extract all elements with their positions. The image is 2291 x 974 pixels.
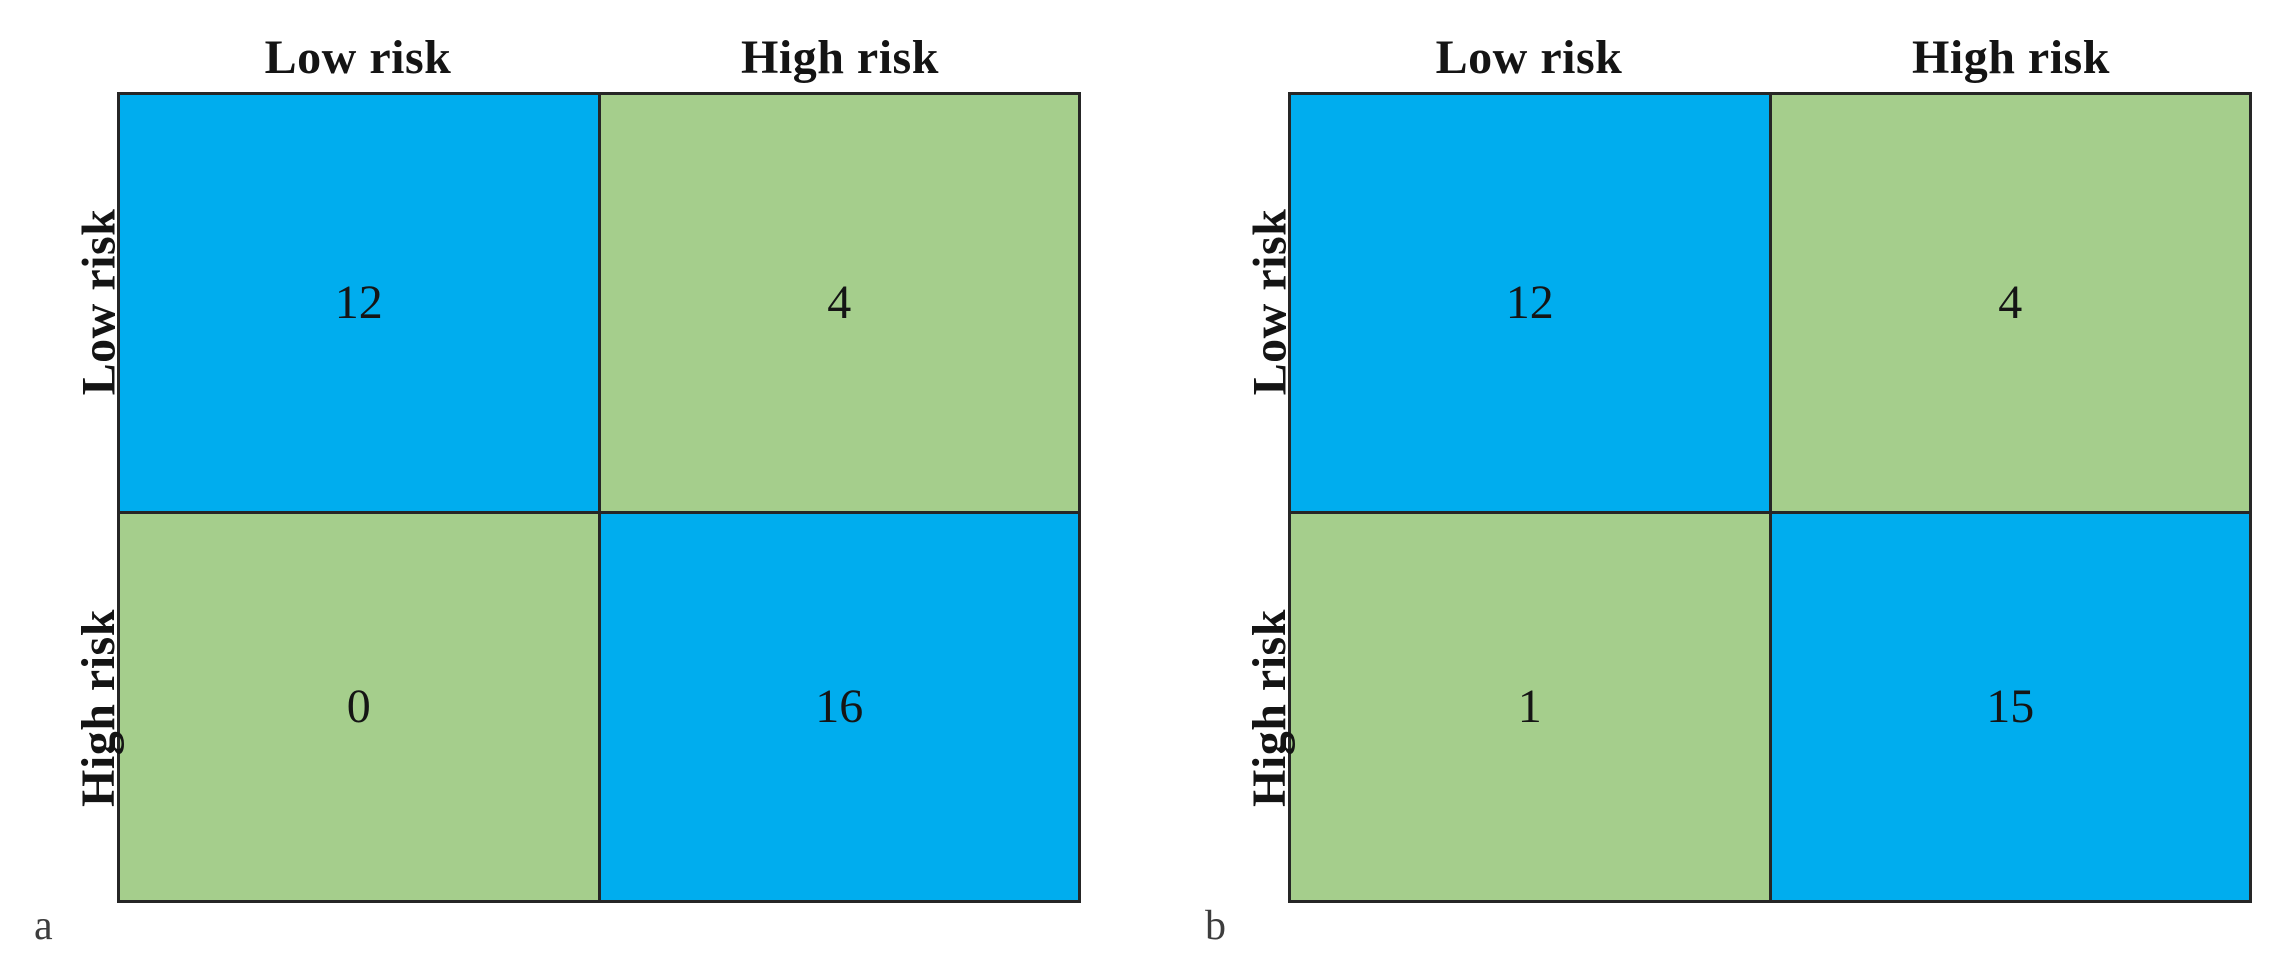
panel-b: Low risk High risk Low risk High risk 12…	[1171, 0, 2252, 974]
row-label-high-risk: High risk	[71, 608, 125, 807]
matrix-cell-b-low-low: 12	[1291, 95, 1769, 512]
matrix-cell-a-low-high: 4	[600, 95, 1078, 512]
matrix-cell-b-high-high: 15	[1771, 514, 2249, 900]
matrix-cell-a-low-low: 12	[120, 95, 598, 512]
matrix-cell-b-high-low: 1	[1291, 514, 1769, 900]
panel-a-row-labels: Low risk High risk	[0, 92, 125, 903]
row-label-high-risk: High risk	[1242, 608, 1296, 807]
matrix-cell-a-high-high: 16	[600, 514, 1078, 900]
row-label-low-risk: Low risk	[71, 209, 125, 396]
panel-b-row-labels: Low risk High risk	[1171, 92, 1296, 903]
column-header-high-risk: High risk	[741, 31, 939, 84]
panel-b-column-headers: Low risk High risk	[1288, 0, 2252, 92]
column-header-low-risk: Low risk	[1435, 31, 1623, 84]
panel-tag-a: a	[34, 903, 53, 949]
panel-a-matrix: 12 4 0 16	[117, 92, 1081, 903]
column-header-high-risk: High risk	[1912, 31, 2110, 84]
panel-tag-b: b	[1205, 903, 1226, 949]
panel-a: Low risk High risk Low risk High risk 12…	[0, 0, 1081, 974]
panel-a-column-headers: Low risk High risk	[117, 0, 1081, 92]
row-label-low-risk: Low risk	[1242, 209, 1296, 396]
matrix-cell-b-low-high: 4	[1771, 95, 2249, 512]
column-header-low-risk: Low risk	[264, 31, 452, 84]
matrix-cell-a-high-low: 0	[120, 514, 598, 900]
panel-b-matrix: 12 4 1 15	[1288, 92, 2252, 903]
